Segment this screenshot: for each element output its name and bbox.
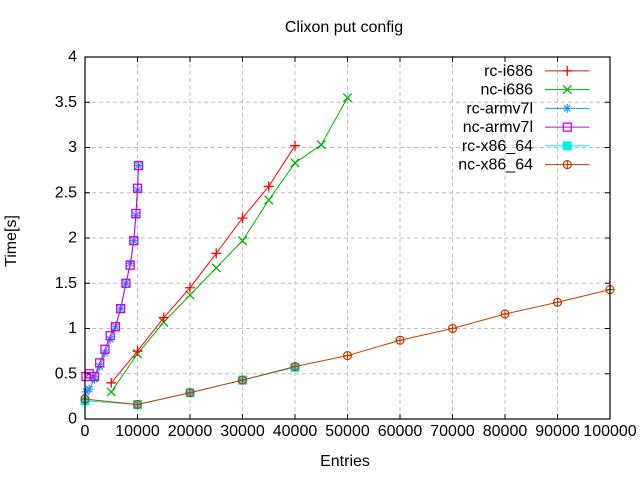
- svg-text:rc-armv7l: rc-armv7l: [466, 100, 533, 117]
- svg-text:rc-x86_64: rc-x86_64: [462, 138, 533, 155]
- svg-text:50000: 50000: [325, 423, 370, 440]
- svg-text:20000: 20000: [168, 423, 213, 440]
- svg-text:2: 2: [68, 230, 77, 247]
- svg-text:1: 1: [68, 320, 77, 337]
- svg-text:80000: 80000: [483, 423, 528, 440]
- svg-text:2.5: 2.5: [55, 184, 77, 201]
- svg-text:4: 4: [68, 49, 77, 66]
- svg-text:90000: 90000: [535, 423, 580, 440]
- svg-text:30000: 30000: [220, 423, 265, 440]
- svg-text:60000: 60000: [378, 423, 423, 440]
- svg-text:Time[s]: Time[s]: [3, 215, 20, 267]
- svg-text:100000: 100000: [583, 423, 636, 440]
- svg-text:nc-armv7l: nc-armv7l: [463, 119, 533, 136]
- svg-text:70000: 70000: [430, 423, 475, 440]
- svg-text:Clixon put config: Clixon put config: [285, 19, 403, 36]
- svg-text:3.5: 3.5: [55, 94, 77, 111]
- svg-text:10000: 10000: [115, 423, 160, 440]
- svg-text:1.5: 1.5: [55, 275, 77, 292]
- svg-text:3: 3: [68, 139, 77, 156]
- svg-text:0: 0: [68, 411, 77, 428]
- svg-text:0: 0: [81, 423, 90, 440]
- svg-text:nc-i686: nc-i686: [481, 82, 534, 99]
- svg-text:40000: 40000: [273, 423, 318, 440]
- svg-text:0.5: 0.5: [55, 365, 77, 382]
- svg-text:Entries: Entries: [320, 453, 370, 470]
- svg-text:nc-x86_64: nc-x86_64: [458, 157, 533, 174]
- svg-text:rc-i686: rc-i686: [484, 63, 533, 80]
